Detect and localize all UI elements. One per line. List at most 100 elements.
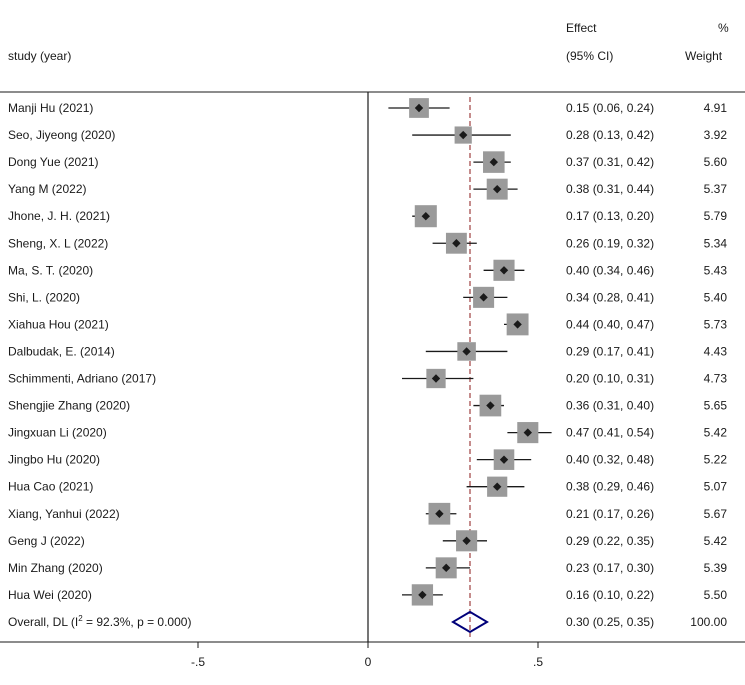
ci-text: 0.26 (0.19, 0.32) [566, 236, 654, 250]
x-axis-ticks: -.5 0 .5 [191, 642, 543, 669]
study-label: Shengjie Zhang (2020) [8, 399, 130, 413]
study-label: Yang M (2022) [8, 182, 87, 196]
ci-text: 0.28 (0.13, 0.42) [566, 128, 654, 142]
point-estimate [431, 374, 441, 383]
weight-text: 5.39 [704, 561, 728, 575]
study-label: Seo, Jiyeong (2020) [8, 128, 115, 142]
overall-row: Overall, DL (I2 = 92.3%, p = 0.000) 0.30 … [8, 610, 727, 634]
ci-text: 0.40 (0.32, 0.48) [566, 453, 654, 467]
point-estimate [414, 103, 424, 113]
ci-text: 0.47 (0.41, 0.54) [566, 426, 654, 440]
study-row: Dong Yue (2021) 0.37 (0.31, 0.42) 5.60 [8, 151, 727, 173]
ci-text: 0.37 (0.31, 0.42) [566, 155, 654, 169]
weight-text: 5.43 [704, 263, 728, 277]
study-label: Min Zhang (2020) [8, 561, 103, 575]
point-estimate [499, 455, 509, 464]
point-estimate [523, 428, 532, 437]
study-row: Min Zhang (2020) 0.23 (0.17, 0.30) 5.39 [8, 557, 728, 579]
study-row: Yang M (2022) 0.38 (0.31, 0.44) 5.37 [8, 178, 728, 200]
point-estimate [452, 239, 461, 248]
point-estimate [418, 590, 427, 600]
weight-text: 5.73 [704, 317, 728, 331]
study-rows: Manji Hu (2021) 0.15 (0.06, 0.24) 4.91 Seo,… [8, 98, 728, 606]
study-label: Schimmenti, Adriano (2017) [8, 372, 156, 386]
study-label: Dalbudak, E. (2014) [8, 344, 115, 358]
ci-text: 0.44 (0.40, 0.47) [566, 317, 654, 331]
study-label: Ma, S. T. (2020) [8, 263, 93, 277]
ci-text: 0.29 (0.17, 0.41) [566, 344, 654, 358]
overall-label: Overall, DL (I2 = 92.3%, p = 0.000) [8, 614, 191, 629]
ci-text: 0.15 (0.06, 0.24) [566, 101, 654, 115]
ci-text: 0.21 (0.17, 0.26) [566, 507, 654, 521]
point-estimate [459, 130, 468, 140]
point-estimate [462, 347, 471, 356]
weight-text: 5.60 [704, 155, 728, 169]
point-estimate [513, 320, 522, 329]
ci-text: 0.38 (0.29, 0.46) [566, 480, 654, 494]
ci-text: 0.23 (0.17, 0.30) [566, 561, 654, 575]
study-label: Shi, L. (2020) [8, 290, 80, 304]
header-ci: (95% CI) [566, 49, 613, 63]
weight-text: 5.40 [704, 290, 728, 304]
study-label: Sheng, X. L (2022) [8, 236, 108, 250]
overall-weight-text: 100.00 [690, 615, 727, 629]
point-estimate [489, 157, 498, 167]
study-label: Manji Hu (2021) [8, 101, 93, 115]
ci-text: 0.38 (0.31, 0.44) [566, 182, 654, 196]
header-weight: Weight [685, 49, 723, 63]
x-tick-label: .5 [533, 655, 543, 669]
study-row: Shi, L. (2020) 0.34 (0.28, 0.41) 5.40 [8, 286, 728, 308]
weight-text: 5.34 [704, 236, 728, 250]
ci-text: 0.36 (0.31, 0.40) [566, 399, 654, 413]
weight-text: 5.37 [704, 182, 728, 196]
point-estimate [462, 536, 471, 545]
ci-text: 0.29 (0.22, 0.35) [566, 534, 654, 548]
study-row: Sheng, X. L (2022) 0.26 (0.19, 0.32) 5.34 [8, 232, 728, 254]
point-estimate [486, 401, 495, 410]
study-label: Jingxuan Li (2020) [8, 426, 107, 440]
weight-text: 4.43 [704, 344, 728, 358]
weight-text: 5.07 [704, 480, 728, 494]
study-row: Hua Wei (2020) 0.16 (0.10, 0.22) 5.50 [8, 584, 727, 606]
study-row: Xiahua Hou (2021) 0.44 (0.40, 0.47) 5.73 [8, 313, 728, 336]
weight-text: 5.22 [704, 453, 728, 467]
point-estimate [479, 293, 488, 302]
study-label: Xiahua Hou (2021) [8, 317, 109, 331]
x-tick-label: 0 [365, 655, 372, 669]
weight-text: 3.92 [704, 128, 728, 142]
study-row: Xiang, Yanhui (2022) 0.21 (0.17, 0.26) 5.6… [8, 502, 728, 525]
study-label: Jingbo Hu (2020) [8, 453, 100, 467]
study-label: Geng J (2022) [8, 534, 85, 548]
ci-text: 0.16 (0.10, 0.22) [566, 588, 654, 602]
header-study-year: study (year) [8, 49, 71, 63]
header-effect: Effect [566, 21, 597, 35]
ci-text: 0.40 (0.34, 0.46) [566, 263, 654, 277]
point-estimate [442, 563, 451, 573]
weight-text: 5.42 [704, 426, 728, 440]
point-estimate [421, 212, 430, 221]
point-estimate [499, 266, 509, 275]
ci-text: 0.17 (0.13, 0.20) [566, 209, 654, 223]
study-label: Xiang, Yanhui (2022) [8, 507, 120, 521]
ci-text: 0.20 (0.10, 0.31) [566, 372, 654, 386]
study-label: Dong Yue (2021) [8, 155, 99, 169]
ci-text: 0.34 (0.28, 0.41) [566, 290, 654, 304]
study-row: Seo, Jiyeong (2020) 0.28 (0.13, 0.42) 3.92 [8, 126, 728, 144]
study-row: Dalbudak, E. (2014) 0.29 (0.17, 0.41) 4.43 [8, 342, 727, 361]
overall-ci-text: 0.30 (0.25, 0.35) [566, 615, 654, 629]
study-row: Manji Hu (2021) 0.15 (0.06, 0.24) 4.91 [8, 98, 727, 118]
point-estimate [493, 482, 502, 491]
study-row: Jingbo Hu (2020) 0.40 (0.32, 0.48) 5.22 [8, 449, 727, 470]
header-percent: % [718, 21, 729, 35]
study-label: Hua Wei (2020) [8, 588, 92, 602]
overall-diamond [451, 610, 489, 634]
weight-text: 5.67 [704, 507, 728, 521]
study-label: Jhone, J. H. (2021) [8, 209, 110, 223]
study-label: Hua Cao (2021) [8, 480, 93, 494]
weight-text: 5.79 [704, 209, 728, 223]
point-estimate [493, 184, 502, 194]
weight-text: 4.73 [704, 372, 728, 386]
weight-text: 5.42 [704, 534, 728, 548]
point-estimate [435, 509, 444, 518]
